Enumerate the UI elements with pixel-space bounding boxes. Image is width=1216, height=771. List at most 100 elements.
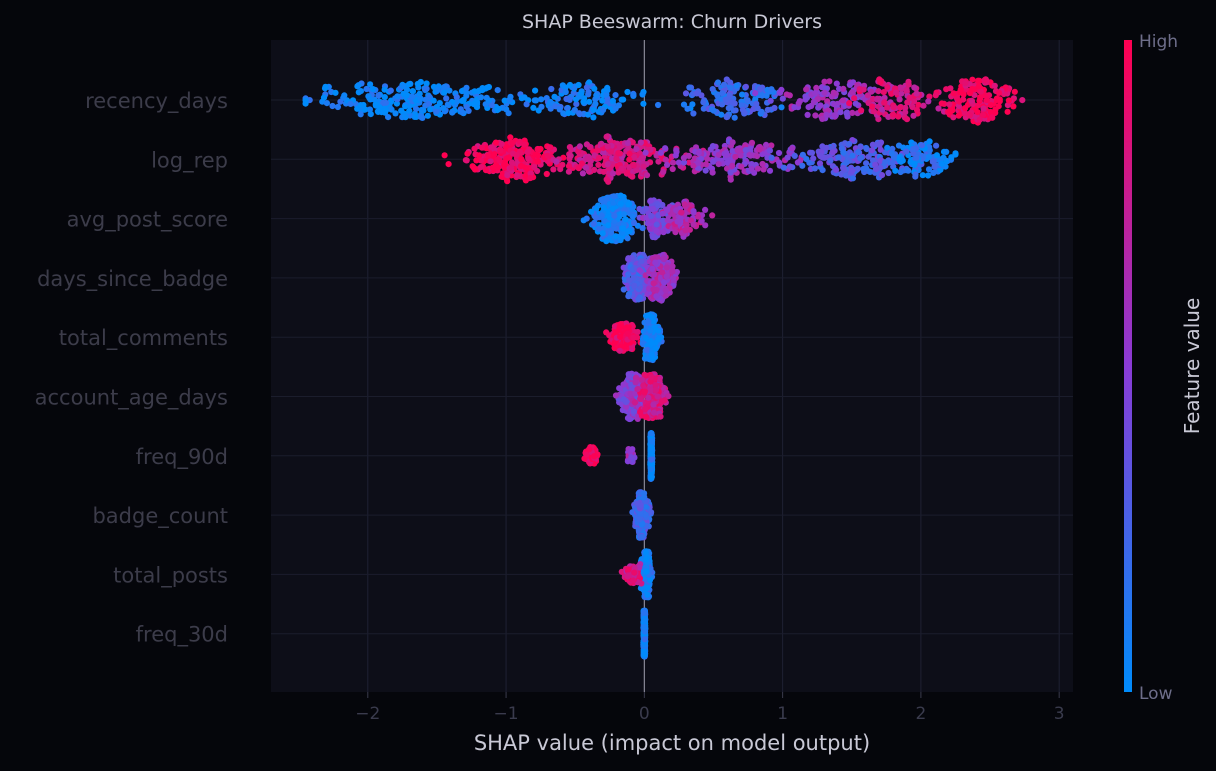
data-point: [690, 222, 696, 228]
data-point: [535, 158, 541, 164]
data-point: [599, 212, 605, 218]
data-point: [592, 101, 598, 107]
data-point: [324, 100, 330, 106]
data-point: [362, 106, 368, 112]
data-point: [563, 89, 569, 95]
data-point: [927, 138, 933, 144]
data-point: [768, 86, 774, 92]
data-point: [506, 110, 512, 116]
data-point: [639, 377, 645, 383]
data-point: [332, 90, 338, 96]
data-point: [617, 237, 623, 243]
data-point: [817, 160, 823, 166]
data-point: [644, 592, 650, 598]
data-point: [358, 111, 364, 117]
data-point: [710, 170, 716, 176]
data-point: [933, 92, 939, 98]
data-point: [499, 174, 505, 180]
data-point: [636, 206, 642, 212]
data-point: [884, 145, 890, 151]
data-point: [813, 85, 819, 91]
data-point: [962, 80, 968, 86]
data-point: [957, 89, 963, 95]
data-point: [787, 163, 793, 169]
data-point: [610, 171, 616, 177]
data-point: [538, 96, 544, 102]
data-point: [472, 88, 478, 94]
data-point: [745, 97, 751, 103]
data-point: [895, 113, 901, 119]
data-point: [647, 328, 653, 334]
data-point: [394, 93, 400, 99]
data-point: [650, 286, 656, 292]
data-point: [576, 165, 582, 171]
data-point: [625, 566, 631, 572]
data-point: [577, 143, 583, 149]
data-point: [827, 158, 833, 164]
data-point: [664, 264, 670, 270]
data-point: [618, 201, 624, 207]
data-point: [648, 451, 654, 457]
data-point: [662, 145, 668, 151]
data-point: [434, 87, 440, 93]
data-point: [535, 152, 541, 158]
data-point: [897, 84, 903, 90]
data-point: [629, 206, 635, 212]
data-point: [840, 97, 846, 103]
data-point: [497, 158, 503, 164]
data-point: [633, 146, 639, 152]
data-point: [655, 393, 661, 399]
data-point: [905, 168, 911, 174]
data-point: [714, 92, 720, 98]
data-point: [504, 178, 510, 184]
data-point: [695, 214, 701, 220]
data-point: [591, 86, 597, 92]
data-point: [643, 150, 649, 156]
data-point: [616, 385, 622, 391]
data-point: [631, 283, 637, 289]
data-point: [710, 143, 716, 149]
data-point: [733, 107, 739, 113]
data-point: [601, 169, 607, 175]
data-point: [767, 168, 773, 174]
data-point: [625, 271, 631, 277]
data-point: [637, 267, 643, 273]
data-point: [604, 85, 610, 91]
data-point: [812, 112, 818, 118]
data-point: [805, 112, 811, 118]
data-point: [664, 273, 670, 279]
data-point: [624, 89, 630, 95]
data-point: [860, 166, 866, 172]
data-point: [709, 212, 715, 218]
data-point: [789, 145, 795, 151]
data-point: [631, 220, 637, 226]
data-point: [670, 166, 676, 172]
data-point: [906, 82, 912, 88]
data-point: [930, 170, 936, 176]
data-point: [650, 206, 656, 212]
data-point: [663, 287, 669, 293]
data-point: [507, 94, 513, 100]
data-point: [734, 83, 740, 89]
data-point: [479, 145, 485, 151]
data-point: [591, 221, 597, 227]
data-point: [613, 392, 619, 398]
data-point: [683, 90, 689, 96]
data-point: [843, 159, 849, 165]
data-point: [524, 101, 530, 107]
data-point: [752, 90, 758, 96]
data-point: [778, 104, 784, 110]
data-point: [643, 556, 649, 562]
data-point: [911, 161, 917, 167]
data-point: [968, 98, 974, 104]
data-point: [419, 107, 425, 113]
data-point: [812, 165, 818, 171]
data-point: [497, 148, 503, 154]
data-point: [897, 104, 903, 110]
data-point: [383, 107, 389, 113]
data-point: [702, 207, 708, 213]
data-point: [641, 164, 647, 170]
data-point: [926, 153, 932, 159]
data-point: [660, 229, 666, 235]
data-point: [913, 155, 919, 161]
